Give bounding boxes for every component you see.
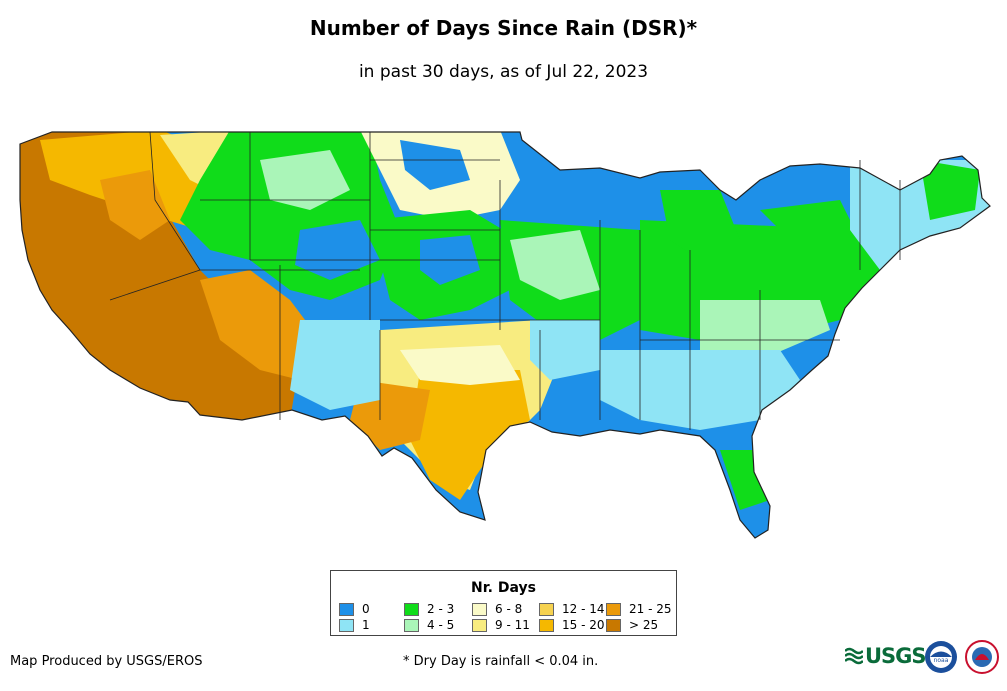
noaa-logo-icon: noaa [925,641,957,673]
map-subtitle: in past 30 days, as of Jul 22, 2023 [358,62,649,82]
map-credit: Map Produced by USGS/EROS [10,654,203,669]
legend-swatch [339,602,354,616]
legend-item: 0 [339,602,370,616]
legend-item: 21 - 25 [606,602,672,616]
legend-item: 9 - 11 [472,618,530,632]
usgs-logo: USGS [845,644,927,668]
legend-item: 2 - 3 [404,602,454,616]
usgs-wave-icon [845,647,863,665]
legend-label: 9 - 11 [495,618,530,632]
legend-label: 15 - 20 [562,618,605,632]
legend: Nr. Days 0 1 2 - 3 4 - 5 6 - 8 9 - 11 12 - 14 1… [330,570,677,636]
svg-text:noaa: noaa [934,657,949,664]
legend-item: 12 - 14 [539,602,605,616]
legend-item: 1 [339,618,370,632]
legend-item: 15 - 20 [539,618,605,632]
legend-label: 1 [362,618,370,632]
legend-swatch [606,602,621,616]
legend-swatch [404,602,419,616]
legend-swatch [539,618,554,632]
map-title: Number of Days Since Rain (DSR)* [309,16,698,40]
legend-label: 0 [362,602,370,616]
legend-label: 21 - 25 [629,602,672,616]
us-dsr-map [19,131,991,539]
legend-swatch [539,602,554,616]
nws-logo-icon [965,640,999,674]
legend-label: 2 - 3 [427,602,455,616]
legend-swatch [404,618,419,632]
legend-label: > 25 [629,618,659,632]
legend-item: > 25 [606,618,658,632]
legend-swatch [472,602,487,616]
legend-swatch [606,618,621,632]
legend-swatch [339,618,354,632]
legend-item: 6 - 8 [472,602,522,616]
legend-label: 4 - 5 [427,618,455,632]
legend-swatch [472,618,487,632]
footnote: * Dry Day is rainfall < 0.04 in. [403,654,599,669]
legend-item: 4 - 5 [404,618,454,632]
legend-label: 6 - 8 [495,602,523,616]
usgs-logo-text: USGS [865,644,927,668]
legend-label: 12 - 14 [562,602,605,616]
legend-title: Nr. Days [471,580,536,596]
